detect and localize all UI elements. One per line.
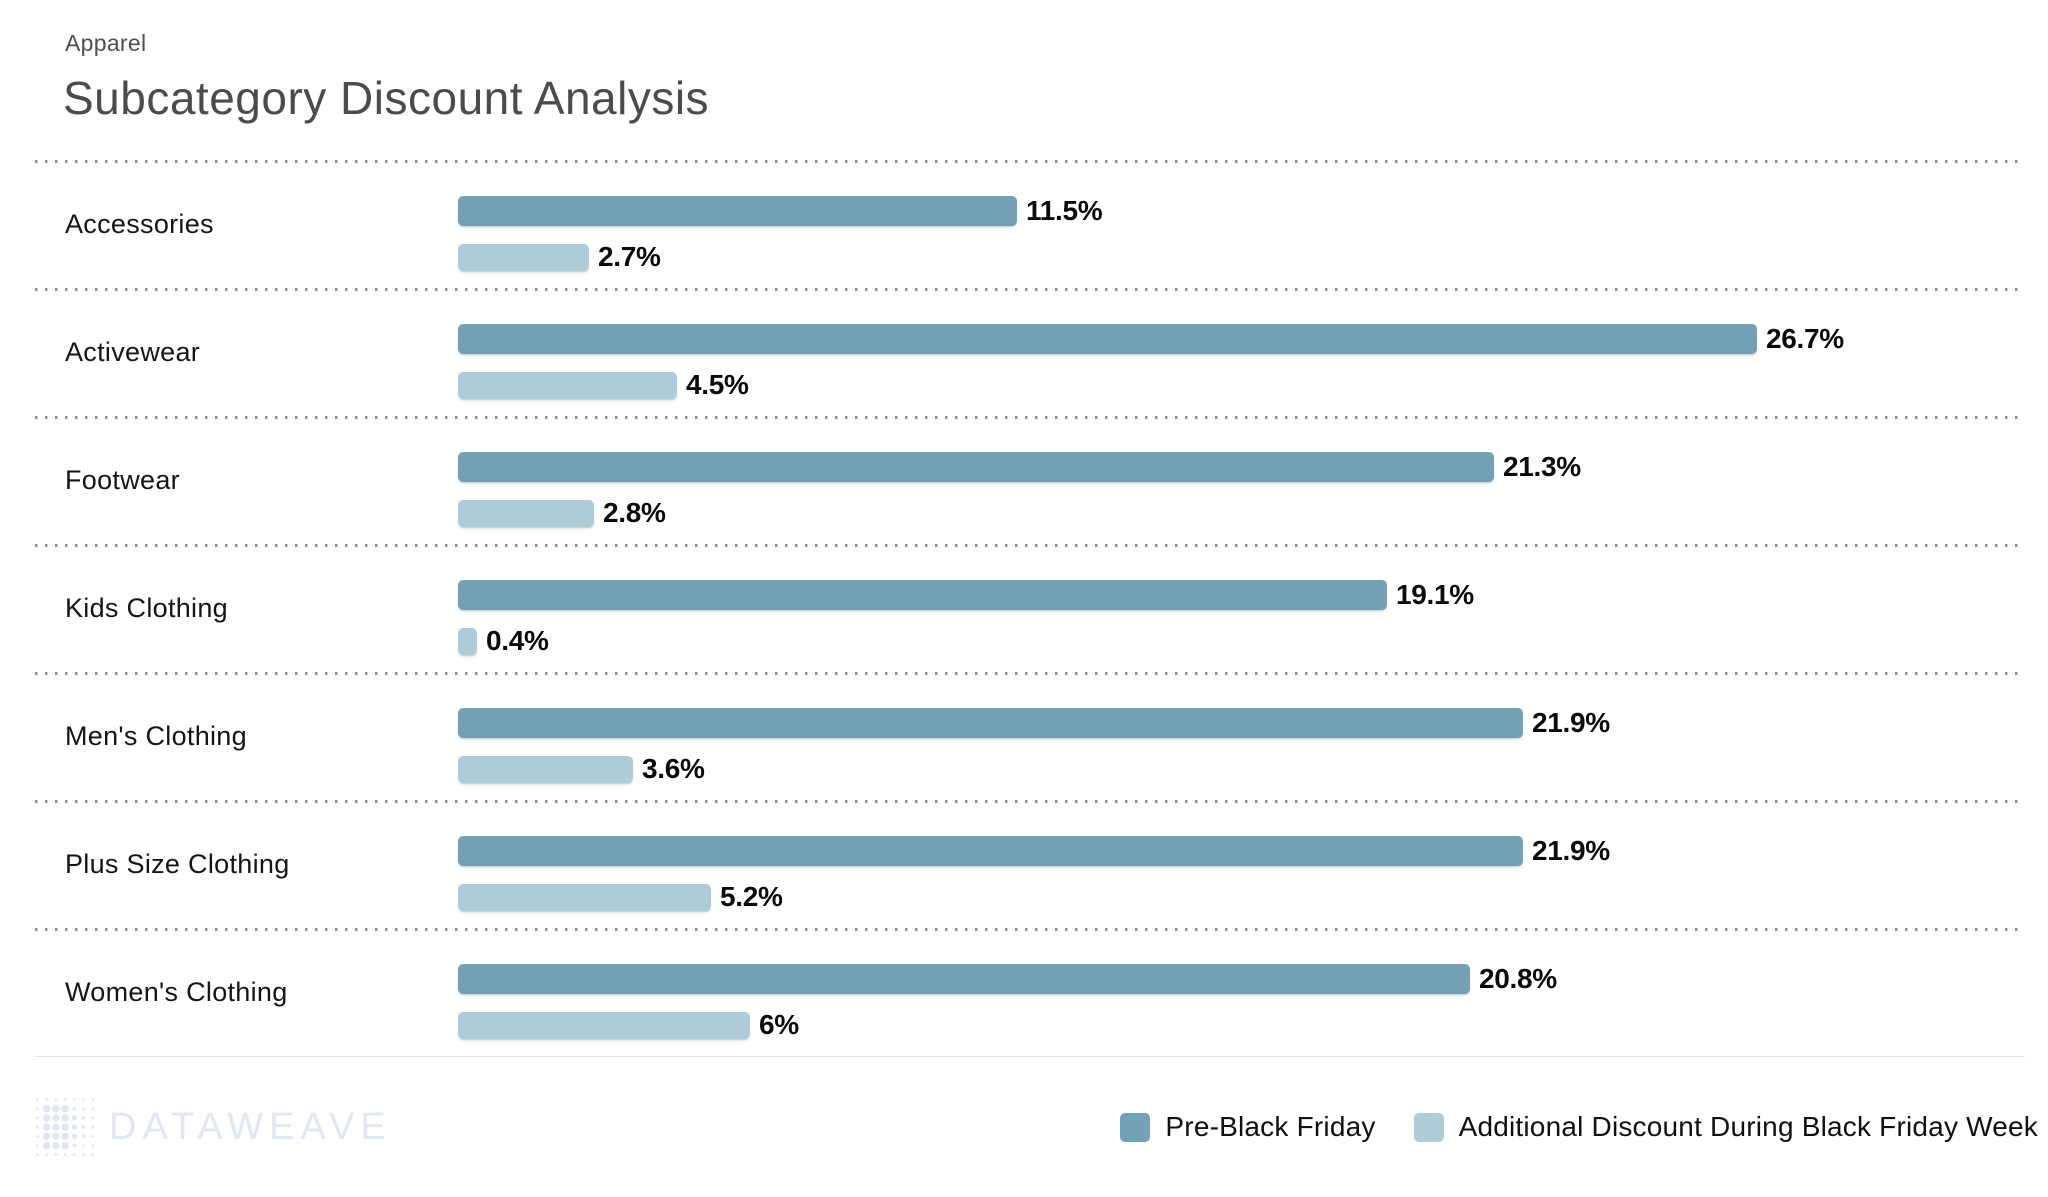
chart-header: Apparel Subcategory Discount Analysis (0, 0, 2048, 160)
bar-value-label: 20.8% (1479, 963, 1557, 994)
pre-black-friday-bar (458, 836, 1523, 866)
bar-value-label: 19.1% (1396, 579, 1474, 610)
chart-row: Accessories 11.5% 2.7% (35, 160, 2025, 288)
pre-black-friday-bar-line: 26.7% (458, 323, 2025, 355)
pre-black-friday-bar (458, 452, 1494, 482)
row-category-label: Footwear (65, 464, 180, 495)
legend-swatch (1413, 1112, 1444, 1142)
pre-black-friday-bar-line: 21.9% (458, 835, 2025, 867)
row-category-label: Kids Clothing (65, 592, 228, 623)
additional-discount-bar-line: 2.8% (458, 497, 2025, 529)
additional-discount-bar-line: 2.7% (458, 241, 2025, 273)
bar-value-label: 26.7% (1766, 323, 1844, 354)
row-category-label: Women's Clothing (65, 976, 288, 1007)
row-bars: 11.5% 2.7% (458, 160, 2025, 288)
pre-black-friday-bar (458, 708, 1523, 738)
brand-wordmark: DATAWEAVE (109, 1105, 392, 1148)
row-category-label: Accessories (65, 208, 214, 239)
row-category-label: Plus Size Clothing (65, 848, 290, 879)
pre-black-friday-bar (458, 964, 1470, 994)
additional-discount-bar-line: 0.4% (458, 625, 2025, 657)
additional-discount-bar-line: 5.2% (458, 881, 2025, 913)
additional-discount-bar-line: 4.5% (458, 369, 2025, 401)
chart-footer: DATAWEAVE Pre-Black Friday Additional Dis… (0, 1057, 2048, 1197)
legend-label: Additional Discount During Black Friday … (1458, 1111, 2038, 1142)
bar-value-label: 3.6% (642, 753, 705, 784)
legend-item-pre-black-friday: Pre-Black Friday (1120, 1111, 1375, 1143)
row-bars: 20.8% 6% (458, 928, 2025, 1056)
category-label: Apparel (65, 30, 147, 56)
pre-black-friday-bar-line: 19.1% (458, 579, 2025, 611)
pre-black-friday-bar-line: 20.8% (458, 963, 2025, 995)
additional-discount-bar (458, 499, 594, 527)
bar-value-label: 21.9% (1532, 707, 1610, 738)
bar-value-label: 2.8% (603, 497, 666, 528)
bar-value-label: 21.3% (1503, 451, 1581, 482)
row-bars: 21.9% 3.6% (458, 672, 2025, 800)
pre-black-friday-bar (458, 580, 1387, 610)
additional-discount-bar (458, 755, 633, 783)
chart-row: Activewear 26.7% 4.5% (35, 288, 2025, 416)
row-bars: 26.7% 4.5% (458, 288, 2025, 416)
legend-item-additional-discount: Additional Discount During Black Friday … (1413, 1111, 2038, 1143)
additional-discount-bar (458, 1011, 750, 1039)
brand-logo: DATAWEAVE (33, 1095, 392, 1159)
dataweave-dot-grid-icon (36, 1098, 94, 1156)
page-title: Subcategory Discount Analysis (63, 72, 710, 124)
additional-discount-bar (458, 243, 589, 271)
bar-value-label: 21.9% (1532, 835, 1610, 866)
chart-legend: Pre-Black Friday Additional Discount Duri… (1120, 1111, 2038, 1143)
additional-discount-bar-line: 3.6% (458, 753, 2025, 785)
bar-value-label: 5.2% (720, 881, 783, 912)
grouped-bar-chart: Accessories 11.5% 2.7% Activewear 26.7% 4.5% F… (35, 160, 2025, 1057)
row-category-label: Men's Clothing (65, 720, 247, 751)
pre-black-friday-bar-line: 11.5% (458, 195, 2025, 227)
additional-discount-bar-line: 6% (458, 1009, 2025, 1041)
bar-value-label: 0.4% (486, 625, 549, 656)
row-bars: 19.1% 0.4% (458, 544, 2025, 672)
bar-value-label: 11.5% (1026, 195, 1103, 226)
row-category-label: Activewear (65, 336, 201, 367)
legend-label: Pre-Black Friday (1165, 1111, 1376, 1142)
additional-discount-bar (458, 883, 711, 911)
pre-black-friday-bar (458, 196, 1017, 226)
chart-row: Men's Clothing 21.9% 3.6% (35, 672, 2025, 800)
chart-row: Kids Clothing 19.1% 0.4% (35, 544, 2025, 672)
pre-black-friday-bar (458, 324, 1757, 354)
bar-value-label: 2.7% (598, 241, 661, 272)
chart-row: Footwear 21.3% 2.8% (35, 416, 2025, 544)
row-bars: 21.3% 2.8% (458, 416, 2025, 544)
additional-discount-bar (458, 627, 477, 655)
row-bars: 21.9% 5.2% (458, 800, 2025, 928)
additional-discount-bar (458, 371, 677, 399)
bar-value-label: 4.5% (686, 369, 749, 400)
pre-black-friday-bar-line: 21.3% (458, 451, 2025, 483)
chart-row: Plus Size Clothing 21.9% 5.2% (35, 800, 2025, 928)
bar-value-label: 6% (759, 1009, 799, 1040)
legend-swatch (1120, 1112, 1151, 1142)
chart-row: Women's Clothing 20.8% 6% (35, 928, 2025, 1056)
pre-black-friday-bar-line: 21.9% (458, 707, 2025, 739)
